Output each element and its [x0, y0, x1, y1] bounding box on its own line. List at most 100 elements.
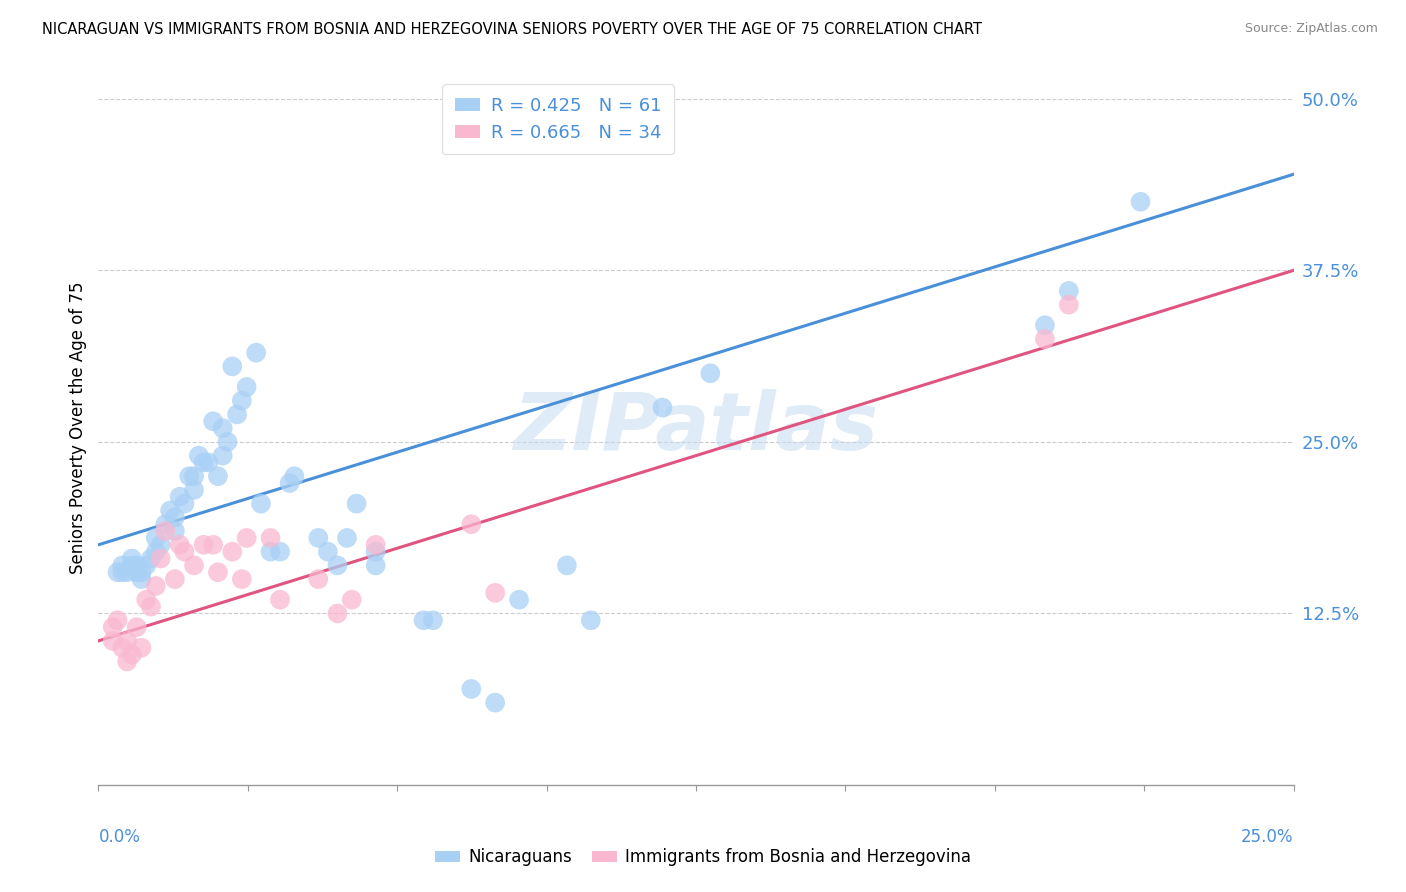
- Point: [169, 490, 191, 504]
- Point: [364, 558, 387, 573]
- Point: [250, 497, 273, 511]
- Point: [155, 524, 177, 538]
- Point: [163, 572, 186, 586]
- Point: [326, 558, 349, 573]
- Point: [163, 510, 186, 524]
- Point: [307, 531, 329, 545]
- Point: [202, 538, 225, 552]
- Point: [699, 366, 721, 380]
- Point: [149, 538, 172, 552]
- Point: [422, 613, 444, 627]
- Point: [125, 566, 148, 580]
- Point: [111, 558, 134, 573]
- Point: [259, 531, 281, 545]
- Point: [183, 558, 205, 573]
- Point: [326, 607, 349, 621]
- Legend: R = 0.425   N = 61, R = 0.665   N = 34: R = 0.425 N = 61, R = 0.665 N = 34: [441, 84, 673, 154]
- Point: [145, 579, 167, 593]
- Point: [193, 455, 215, 469]
- Point: [135, 558, 157, 573]
- Point: [125, 558, 148, 573]
- Point: [226, 408, 249, 422]
- Point: [235, 380, 257, 394]
- Point: [484, 586, 506, 600]
- Point: [121, 558, 143, 573]
- Point: [283, 469, 305, 483]
- Point: [484, 696, 506, 710]
- Point: [340, 592, 363, 607]
- Point: [101, 620, 124, 634]
- Point: [131, 572, 153, 586]
- Text: NICARAGUAN VS IMMIGRANTS FROM BOSNIA AND HERZEGOVINA SENIORS POVERTY OVER THE AG: NICARAGUAN VS IMMIGRANTS FROM BOSNIA AND…: [42, 22, 983, 37]
- Point: [115, 655, 138, 669]
- Point: [149, 551, 172, 566]
- Point: [193, 538, 215, 552]
- Point: [131, 566, 153, 580]
- Point: [211, 421, 233, 435]
- Point: [412, 613, 434, 627]
- Point: [231, 572, 253, 586]
- Point: [346, 497, 368, 511]
- Point: [139, 551, 162, 566]
- Text: Source: ZipAtlas.com: Source: ZipAtlas.com: [1244, 22, 1378, 36]
- Point: [125, 620, 148, 634]
- Point: [183, 483, 205, 497]
- Text: ZIPatlas: ZIPatlas: [513, 389, 879, 467]
- Point: [231, 393, 253, 408]
- Point: [221, 359, 243, 374]
- Point: [278, 476, 301, 491]
- Text: 25.0%: 25.0%: [1241, 828, 1294, 846]
- Point: [115, 566, 138, 580]
- Point: [269, 544, 291, 558]
- Point: [651, 401, 673, 415]
- Point: [460, 517, 482, 532]
- Point: [173, 497, 195, 511]
- Point: [179, 469, 201, 483]
- Point: [207, 566, 229, 580]
- Point: [111, 640, 134, 655]
- Point: [336, 531, 359, 545]
- Point: [139, 599, 162, 614]
- Point: [173, 544, 195, 558]
- Point: [187, 449, 209, 463]
- Text: 0.0%: 0.0%: [98, 828, 141, 846]
- Point: [1057, 284, 1080, 298]
- Point: [121, 551, 143, 566]
- Point: [364, 544, 387, 558]
- Point: [1033, 332, 1056, 346]
- Point: [269, 592, 291, 607]
- Point: [211, 449, 233, 463]
- Point: [107, 566, 129, 580]
- Point: [235, 531, 257, 545]
- Point: [115, 633, 138, 648]
- Point: [460, 681, 482, 696]
- Point: [169, 538, 191, 552]
- Point: [555, 558, 578, 573]
- Point: [364, 538, 387, 552]
- Point: [1057, 298, 1080, 312]
- Point: [145, 531, 167, 545]
- Point: [131, 640, 153, 655]
- Legend: Nicaraguans, Immigrants from Bosnia and Herzegovina: Nicaraguans, Immigrants from Bosnia and …: [427, 842, 979, 873]
- Point: [1129, 194, 1152, 209]
- Point: [121, 648, 143, 662]
- Point: [579, 613, 602, 627]
- Point: [207, 469, 229, 483]
- Point: [145, 544, 167, 558]
- Point: [202, 414, 225, 428]
- Point: [316, 544, 339, 558]
- Point: [101, 633, 124, 648]
- Point: [107, 613, 129, 627]
- Point: [183, 469, 205, 483]
- Y-axis label: Seniors Poverty Over the Age of 75: Seniors Poverty Over the Age of 75: [69, 282, 87, 574]
- Point: [221, 544, 243, 558]
- Point: [217, 434, 239, 449]
- Point: [307, 572, 329, 586]
- Point: [135, 592, 157, 607]
- Point: [111, 566, 134, 580]
- Point: [159, 503, 181, 517]
- Point: [508, 592, 530, 607]
- Point: [1033, 318, 1056, 333]
- Point: [155, 517, 177, 532]
- Point: [163, 524, 186, 538]
